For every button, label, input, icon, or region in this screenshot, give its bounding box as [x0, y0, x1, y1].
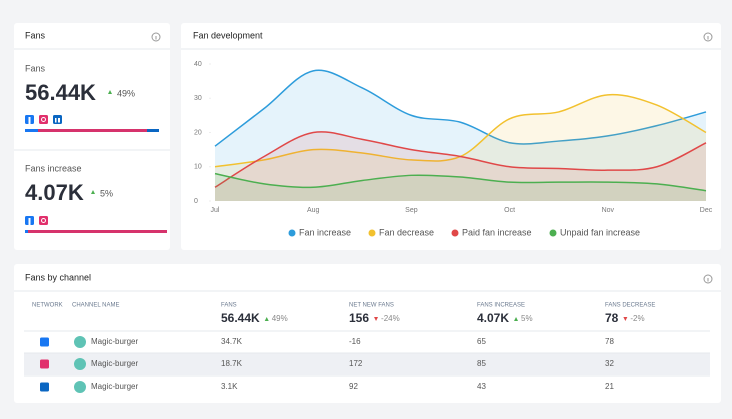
legend-swatch: [549, 229, 557, 237]
metric-change: 5%: [100, 188, 113, 198]
metric-change: 49%: [117, 88, 135, 98]
x-tick-label: Jul: [211, 207, 220, 214]
fans-card: [14, 23, 170, 250]
cell: 18.7K: [221, 359, 243, 368]
legend-swatch: [451, 229, 459, 237]
card-title: Fans: [25, 30, 46, 40]
column-header: CHANNEL NAME: [72, 303, 119, 309]
area: [215, 94, 706, 201]
legend-swatch: [368, 229, 376, 237]
up-arrow: [108, 90, 112, 94]
y-tick-label: 10: [194, 164, 202, 171]
card-title: Fan development: [193, 30, 263, 40]
total-change: 5%: [521, 314, 533, 323]
total-change: 49%: [272, 314, 288, 323]
up-arrow: [91, 190, 95, 194]
line: [214, 69, 707, 147]
column-header: NETWORK: [32, 303, 63, 309]
y-tick-label: 30: [194, 95, 202, 102]
down-arrow: [623, 317, 628, 321]
legend-swatch: [288, 229, 296, 237]
line: [214, 172, 707, 192]
cell: 3.1K: [221, 382, 238, 391]
metric-label: Fans increase: [25, 163, 82, 173]
legend-label: Fan decrease: [379, 227, 434, 237]
cell: 21: [605, 382, 614, 391]
up-arrow: [264, 317, 269, 321]
total-change: -24%: [381, 314, 400, 323]
column-header: FANS INCREASE: [477, 303, 525, 309]
area: [215, 173, 706, 201]
up-arrow: [514, 317, 519, 321]
y-tick-label: 0: [194, 198, 198, 205]
column-header: NET NEW FANS: [349, 303, 394, 309]
cell: 78: [605, 337, 614, 346]
line: [214, 131, 707, 188]
network-icons: [25, 115, 167, 233]
line-chart: 0 10 20 30 40 Jul Aug Sep Oct Nov Dec Fan increase F…: [194, 61, 713, 238]
channel-avatar: [74, 358, 86, 370]
cell: 85: [477, 359, 486, 368]
column-header: FANS DECREASE: [605, 303, 655, 309]
legend-label: Unpaid fan increase: [560, 227, 640, 237]
x-tick-label: Dec: [700, 207, 713, 214]
cell: 92: [349, 382, 358, 391]
legend-label: Fan increase: [299, 227, 351, 237]
network-icon: [40, 382, 49, 392]
card-title: Fans by channel: [25, 272, 91, 282]
area: [215, 70, 706, 201]
column-header: FANS: [221, 303, 237, 309]
total-change: -2%: [630, 314, 644, 323]
network-icon: [40, 359, 49, 369]
network-icon: [40, 337, 49, 347]
metric-value: 56.44K: [25, 80, 96, 105]
metric-label: Fans: [25, 63, 46, 73]
info-icon[interactable]: [703, 274, 713, 284]
y-tick-label: 40: [194, 61, 202, 68]
channel-table: NETWORK CHANNEL NAME FANS NET NEW FANS FANS …: [24, 303, 710, 393]
channel-avatar: [74, 381, 86, 393]
cell: 65: [477, 337, 486, 346]
cell: 32: [605, 359, 614, 368]
cell: 172: [349, 359, 363, 368]
x-tick-label: Sep: [405, 207, 418, 214]
cell: Magic-burger: [91, 359, 138, 368]
info-icon[interactable]: [151, 32, 161, 42]
cell: -16: [349, 337, 361, 346]
cell: Magic-burger: [91, 382, 138, 391]
total-value: 56.44K: [221, 311, 260, 325]
total-value: 156: [349, 311, 369, 325]
chart-card: [181, 23, 721, 250]
total-value: 78: [605, 311, 619, 325]
down-arrow: [374, 317, 379, 321]
cell: 43: [477, 382, 486, 391]
x-tick-label: Nov: [602, 207, 615, 214]
cell: Magic-burger: [91, 337, 138, 346]
x-tick-label: Oct: [504, 207, 515, 214]
info-icon[interactable]: [703, 32, 713, 42]
x-tick-label: Aug: [307, 207, 320, 214]
legend-label: Paid fan increase: [462, 227, 532, 237]
metric-value: 4.07K: [25, 180, 84, 205]
cell: 34.7K: [221, 337, 243, 346]
total-value: 4.07K: [477, 311, 509, 325]
row-highlight: [24, 353, 710, 375]
y-tick-label: 20: [194, 129, 202, 136]
channel-avatar: [74, 336, 86, 348]
